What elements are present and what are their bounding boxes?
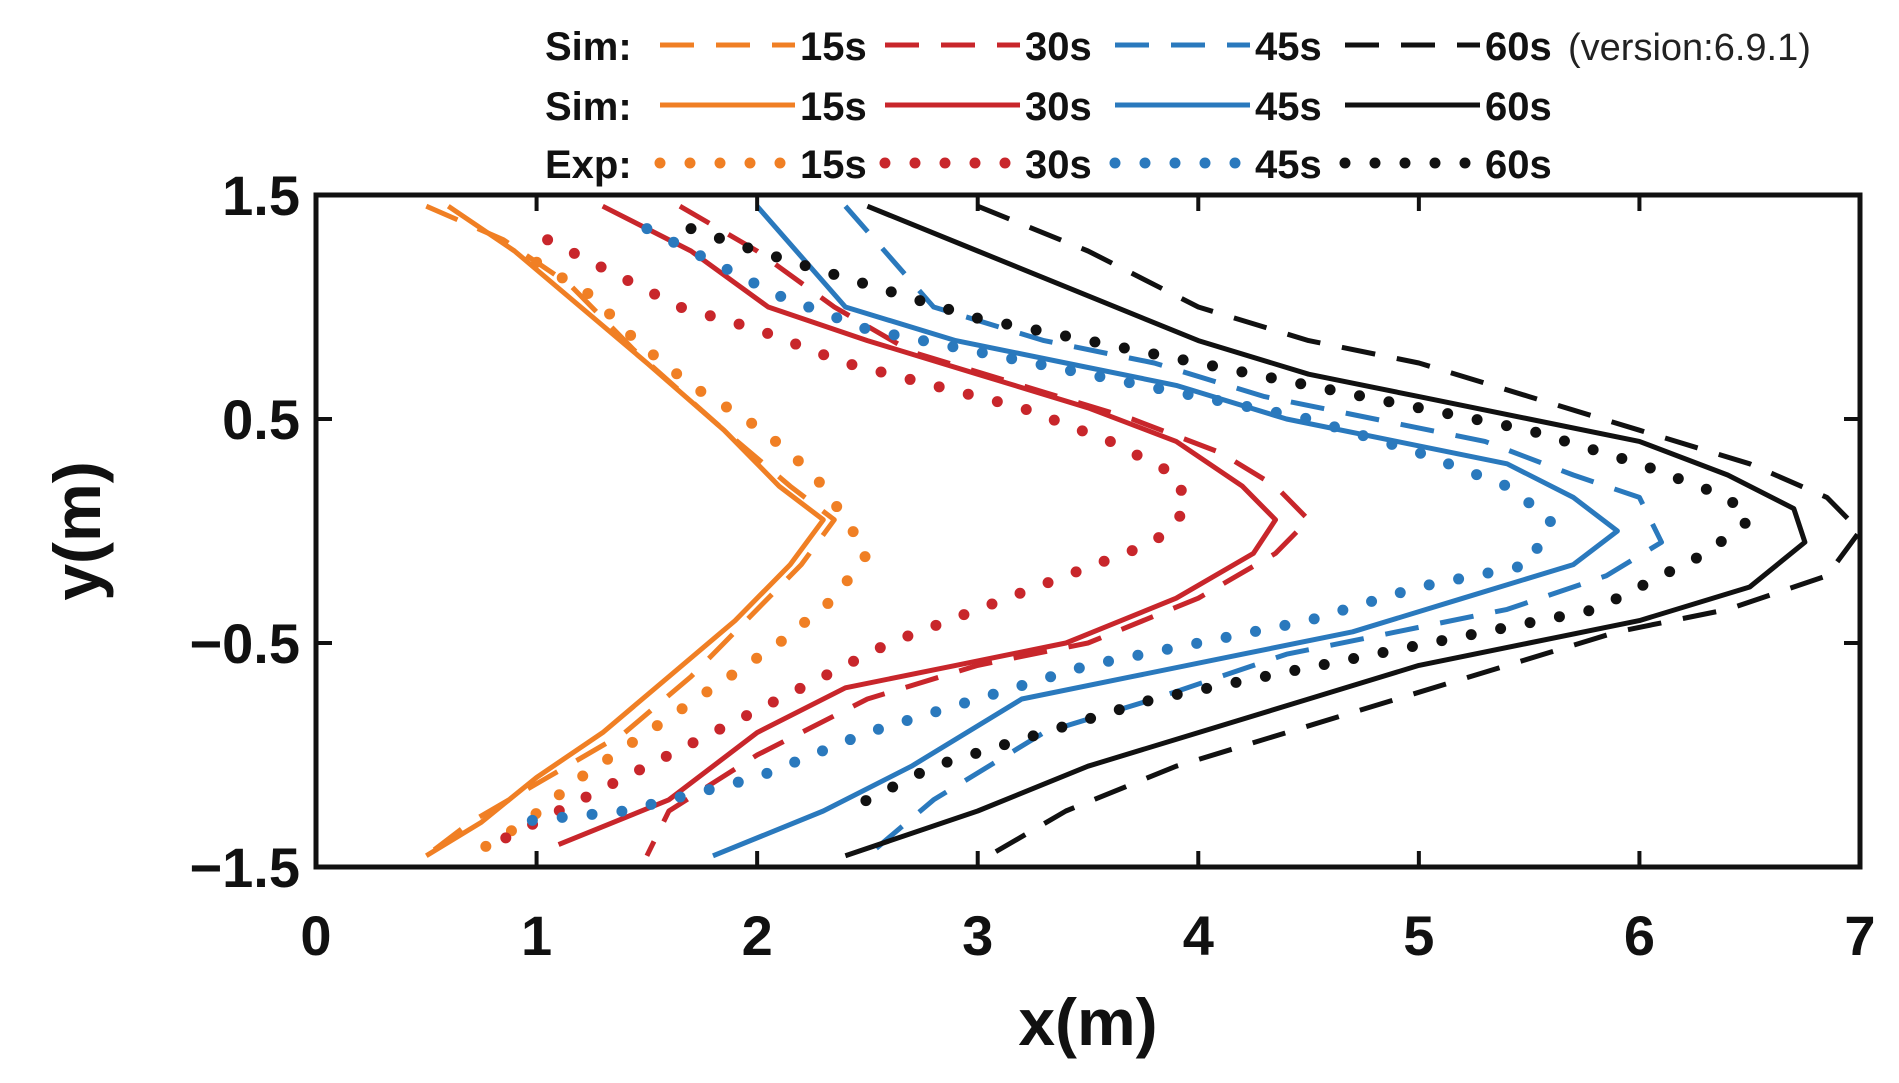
legend-time-label: 45s	[1255, 85, 1322, 129]
legend-row1-label: Sim:	[545, 25, 632, 69]
legend-time-label: 60s	[1485, 25, 1552, 69]
series-dashed-45s	[843, 204, 1664, 858]
x-tick-label: 6	[1624, 904, 1655, 967]
legend-time-label: 30s	[1025, 25, 1092, 69]
x-tick-label: 3	[962, 904, 993, 967]
legend-time-label: 15s	[800, 25, 867, 69]
legend-time-label: 15s	[800, 85, 867, 129]
series-solid-60s	[844, 203, 1808, 859]
legend-time-label: 15s	[800, 143, 867, 187]
legend-time-label: 45s	[1255, 25, 1322, 69]
legend-time-label: 30s	[1025, 85, 1092, 129]
x-tick-label: 4	[1183, 904, 1214, 967]
y-tick-label: −1.5	[189, 836, 300, 899]
legend-time-label: 60s	[1485, 85, 1552, 129]
series-solid-45s	[712, 204, 1620, 859]
x-tick-label: 1	[521, 904, 552, 967]
series-solid-15s	[424, 204, 826, 858]
legend-time-label: 60s	[1485, 143, 1552, 187]
legend-time-label: 30s	[1025, 143, 1092, 187]
legend-time-label: 45s	[1255, 143, 1322, 187]
series-dashed-15s	[424, 203, 837, 858]
legend-row2-label: Sim:	[545, 85, 632, 129]
legend-version-note: (version:6.9.1)	[1568, 27, 1811, 69]
y-tick-label: 1.5	[222, 164, 300, 227]
x-axis-title: x(m)	[1018, 985, 1157, 1059]
x-tick-label: 5	[1403, 904, 1434, 967]
plot-frame	[313, 192, 1863, 870]
series-layer	[424, 203, 1863, 862]
x-tick-label: 7	[1844, 904, 1875, 967]
series-dashed-30s	[644, 204, 1312, 857]
legend-row3-label: Exp:	[545, 143, 632, 187]
x-tick-label: 0	[300, 904, 331, 967]
series-solid-30s	[557, 203, 1278, 847]
x-tick-label: 2	[742, 904, 773, 967]
y-axis-title: y(m)	[40, 461, 114, 600]
series-dotted-45s	[509, 223, 1557, 828]
legend: Sim: Sim: Exp: (version:6.9.1) 15s 30s 45s…	[545, 25, 1811, 187]
series-dashed-60s	[976, 203, 1863, 858]
y-tick-label: 0.5	[222, 388, 300, 451]
axis-ticks: 0 1 2 3 4 5 6 7 −1.5 −0.5 0.5 1.5	[189, 164, 1875, 967]
y-tick-label: −0.5	[189, 612, 300, 675]
